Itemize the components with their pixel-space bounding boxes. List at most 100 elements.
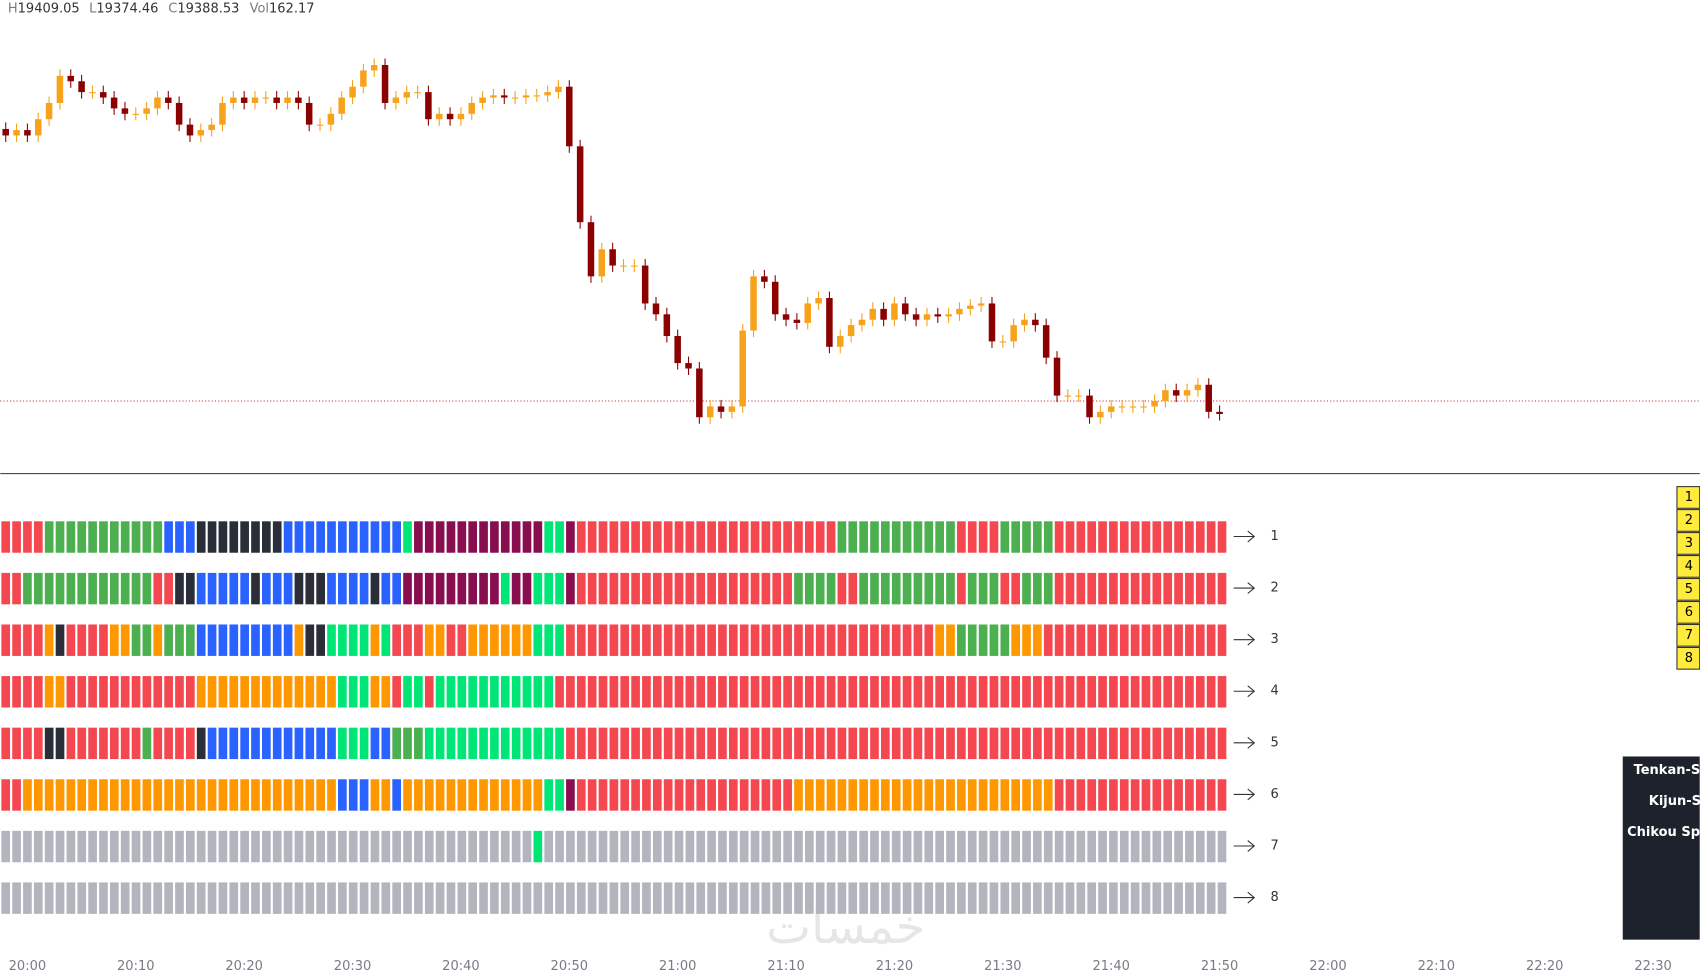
strip-cell [815, 676, 825, 708]
strip-cell [957, 572, 966, 605]
strip-cell [707, 624, 716, 656]
candle-body [208, 124, 215, 131]
strip-cell [848, 779, 858, 811]
strip-cell [240, 572, 249, 605]
strip-cell [1195, 727, 1205, 760]
strip-cell [696, 521, 706, 553]
strip-cell [707, 779, 716, 811]
strip-cell [805, 521, 814, 553]
strip-cell [587, 830, 597, 863]
strip-cell [218, 779, 228, 811]
strip-cell [859, 676, 868, 708]
strip-cell [848, 624, 858, 656]
strip-cell [33, 779, 43, 811]
candle-body [154, 97, 161, 109]
strip-cell [392, 830, 402, 863]
strip-cell [99, 882, 108, 914]
strip-cell [500, 779, 510, 811]
strip-cell [251, 624, 260, 656]
strip-cell [631, 779, 640, 811]
strip-cell [555, 624, 564, 656]
strip-cell [446, 624, 456, 656]
strip-cell [946, 676, 955, 708]
strip-cell [555, 830, 564, 863]
strip-cell [490, 727, 499, 760]
strip-cell [1174, 727, 1183, 760]
strip-cell [414, 676, 423, 708]
arrow-head [1247, 840, 1256, 852]
strip-cell [66, 882, 76, 914]
strip-cell [1011, 572, 1021, 605]
strip-cell [533, 779, 543, 811]
strip-cell [316, 521, 325, 553]
strip-cell [805, 624, 814, 656]
strip-cell [511, 676, 521, 708]
x-tick-label: 22:10 [1418, 959, 1455, 970]
strip-cell [283, 624, 293, 656]
strip-cell [1163, 676, 1173, 708]
candle-body [67, 75, 74, 82]
strip-cell [1152, 727, 1162, 760]
strip-cell [1, 830, 11, 863]
strip-cell [66, 676, 76, 708]
strip-cell [424, 779, 434, 811]
strip-cell [794, 779, 803, 811]
strip-cell [283, 779, 293, 811]
strip-cell [12, 882, 21, 914]
candle-body [219, 102, 226, 125]
strip-cell [338, 779, 347, 811]
x-tick-label: 21:00 [659, 959, 696, 970]
strip-cell [109, 624, 119, 656]
arrow-head [1247, 891, 1256, 904]
strip-cell [196, 572, 206, 605]
strip-cell [23, 521, 32, 553]
strip-cell [1217, 727, 1227, 760]
strip-cell [175, 572, 184, 605]
candle-body [576, 146, 584, 223]
strip-cell [935, 624, 944, 656]
legend-box-label: 6 [1685, 605, 1693, 620]
strip-cell [685, 521, 695, 553]
strip-cell [381, 727, 391, 760]
strip-cell [1163, 779, 1173, 811]
strip-cell [175, 779, 184, 811]
strip-cell [826, 676, 836, 708]
strip-cell [598, 779, 608, 811]
strip-cell [881, 830, 890, 863]
strip-cell [1174, 882, 1183, 914]
strip-cell [1163, 521, 1173, 553]
candle-body [24, 130, 31, 136]
strip-cell [978, 727, 988, 760]
strip-cell [913, 779, 923, 811]
candle-body [717, 406, 725, 412]
candle-body [826, 298, 833, 347]
strip-cell [772, 676, 782, 708]
strip-cell [77, 521, 87, 553]
strip-cell [609, 521, 619, 553]
strip-cell [609, 830, 619, 863]
strip-cell [1206, 624, 1216, 656]
strip-cell [620, 624, 630, 656]
candle-body [34, 119, 42, 136]
strip-cell [1043, 727, 1053, 760]
row-label: 4 [1271, 684, 1279, 699]
strip-cell [370, 676, 380, 708]
strip-cell [229, 779, 239, 811]
row-label: 8 [1271, 890, 1279, 905]
strip-cell [566, 830, 575, 863]
strip-cell [12, 779, 21, 811]
strip-cell [44, 727, 54, 760]
strip-cell [1065, 572, 1075, 605]
strip-cell [891, 521, 901, 553]
strip-cell [511, 572, 521, 605]
strip-cell [175, 521, 184, 553]
strip-cell [533, 882, 543, 914]
strip-cell [55, 882, 65, 914]
candle-body [609, 249, 616, 266]
candle-body [620, 265, 627, 267]
strip-cell [1130, 779, 1140, 811]
strip-cell [555, 521, 564, 553]
strip-cell [338, 727, 347, 760]
strip-cell [468, 676, 478, 708]
strip-cell [272, 521, 282, 553]
